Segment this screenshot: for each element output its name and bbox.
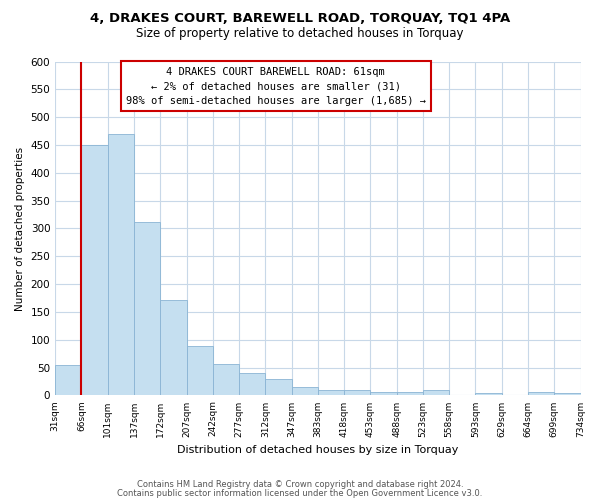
Bar — [397, 392, 423, 396]
Bar — [423, 390, 449, 396]
Bar — [82, 145, 108, 396]
Text: Contains public sector information licensed under the Open Government Licence v3: Contains public sector information licen… — [118, 488, 482, 498]
Text: 4, DRAKES COURT, BAREWELL ROAD, TORQUAY, TQ1 4PA: 4, DRAKES COURT, BAREWELL ROAD, TORQUAY,… — [90, 12, 510, 26]
Bar — [554, 393, 581, 396]
Bar — [187, 346, 213, 396]
Text: Contains HM Land Registry data © Crown copyright and database right 2024.: Contains HM Land Registry data © Crown c… — [137, 480, 463, 489]
Bar — [134, 222, 160, 396]
Bar — [160, 300, 187, 396]
Bar — [292, 387, 318, 396]
Bar — [528, 392, 554, 396]
X-axis label: Distribution of detached houses by size in Torquay: Distribution of detached houses by size … — [177, 445, 458, 455]
Bar — [370, 392, 397, 396]
Y-axis label: Number of detached properties: Number of detached properties — [15, 146, 25, 310]
Bar — [213, 364, 239, 396]
Bar — [239, 373, 265, 396]
Bar — [475, 393, 502, 396]
Bar — [265, 378, 292, 396]
Bar — [344, 390, 370, 396]
Text: Size of property relative to detached houses in Torquay: Size of property relative to detached ho… — [136, 28, 464, 40]
Bar — [449, 395, 475, 396]
Bar — [108, 134, 134, 396]
Text: 4 DRAKES COURT BAREWELL ROAD: 61sqm
← 2% of detached houses are smaller (31)
98%: 4 DRAKES COURT BAREWELL ROAD: 61sqm ← 2%… — [126, 66, 426, 106]
Bar — [318, 390, 344, 396]
Bar — [55, 365, 82, 396]
